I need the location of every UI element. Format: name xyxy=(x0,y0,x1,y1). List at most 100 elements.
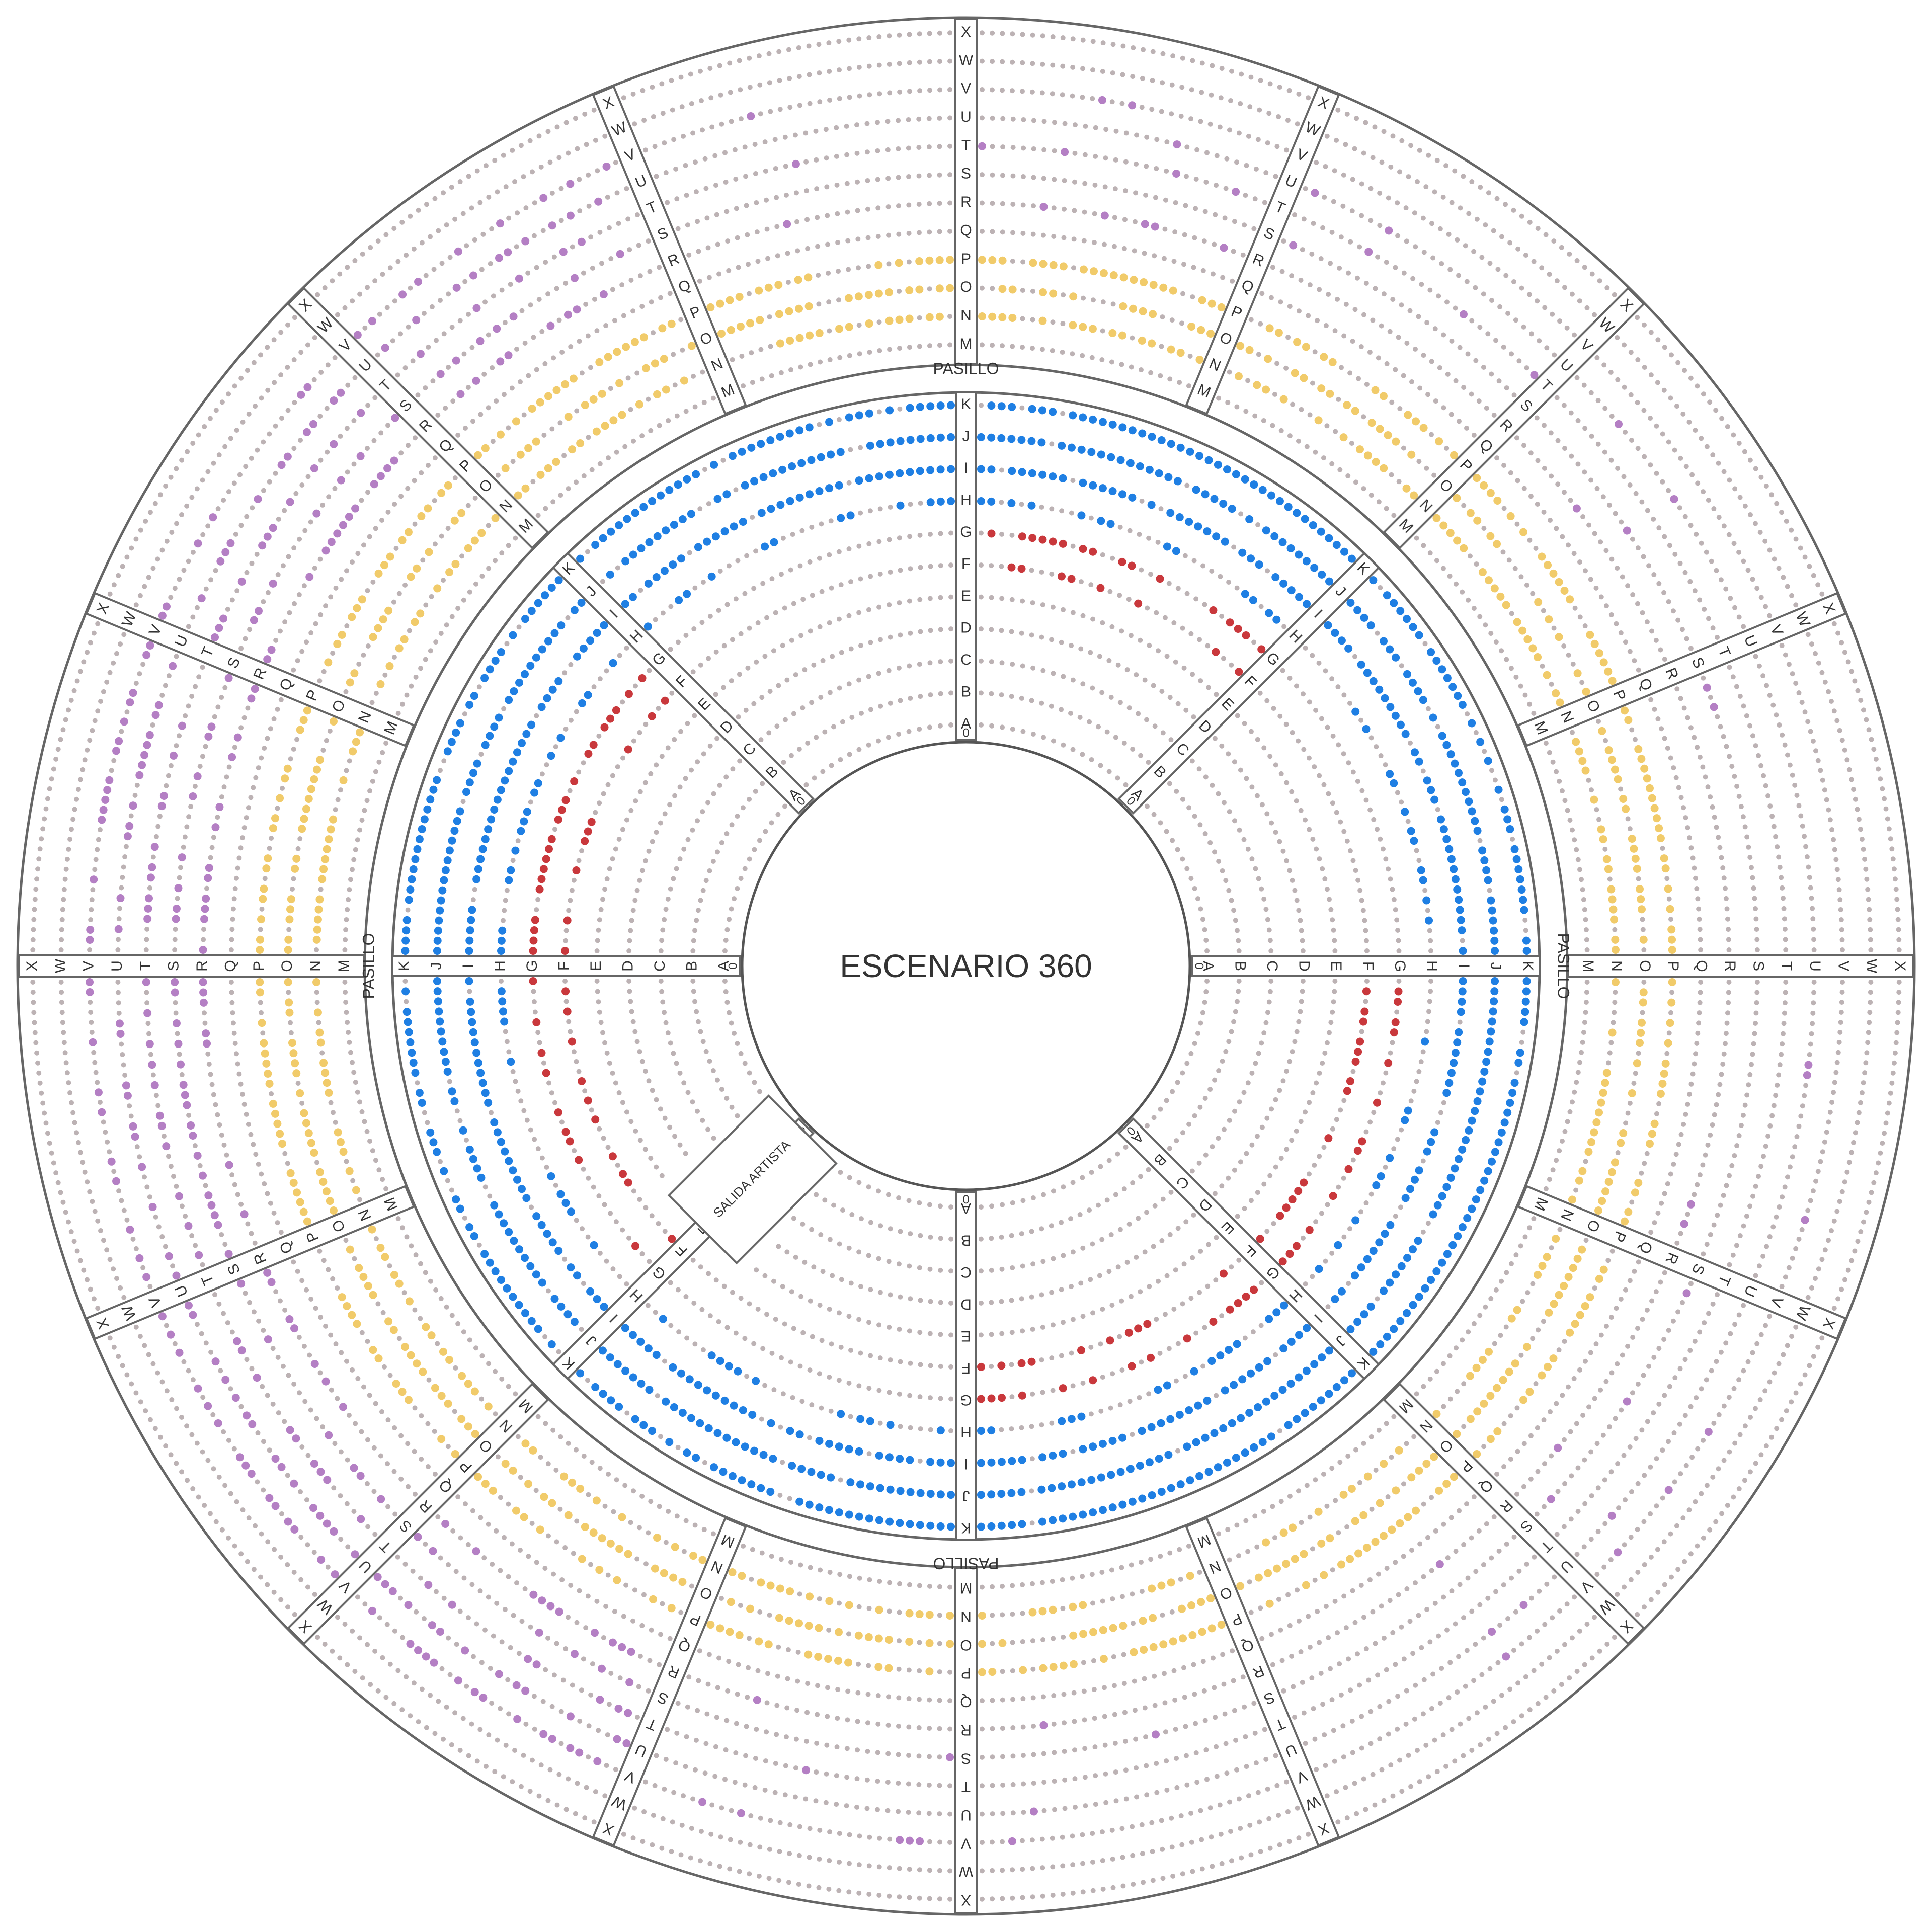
seat[interactable] xyxy=(1301,515,1309,523)
seat[interactable] xyxy=(1238,548,1247,557)
seat[interactable] xyxy=(1219,500,1228,508)
seat[interactable] xyxy=(600,621,608,629)
seat[interactable] xyxy=(408,1049,416,1057)
seat[interactable] xyxy=(1289,1523,1297,1532)
seat[interactable] xyxy=(827,450,835,459)
seat[interactable] xyxy=(1388,1525,1396,1534)
seat[interactable] xyxy=(1670,495,1678,503)
seat[interactable] xyxy=(1549,1354,1558,1363)
seat[interactable] xyxy=(1289,241,1298,250)
seat[interactable] xyxy=(1555,633,1563,641)
seat[interactable] xyxy=(665,1438,674,1446)
seat[interactable] xyxy=(440,1048,448,1056)
seat[interactable] xyxy=(590,1241,598,1249)
seat[interactable] xyxy=(515,1245,524,1254)
seat[interactable] xyxy=(1274,329,1283,337)
seat[interactable] xyxy=(542,855,550,863)
seat[interactable] xyxy=(1390,1325,1398,1333)
seat[interactable] xyxy=(1250,1443,1258,1452)
seat[interactable] xyxy=(1451,1164,1459,1173)
seat[interactable] xyxy=(490,1118,499,1127)
seat[interactable] xyxy=(1383,591,1391,600)
seat[interactable] xyxy=(837,1410,845,1418)
seat[interactable] xyxy=(1648,1130,1656,1138)
seat[interactable] xyxy=(1566,595,1574,604)
seat[interactable] xyxy=(1466,1372,1474,1380)
seat[interactable] xyxy=(1439,825,1448,834)
seat[interactable] xyxy=(1309,521,1317,529)
seat[interactable] xyxy=(484,825,493,834)
seat[interactable] xyxy=(1510,1079,1519,1087)
seat[interactable] xyxy=(1187,1601,1196,1610)
seat[interactable] xyxy=(505,1228,513,1236)
seat[interactable] xyxy=(1403,1309,1411,1317)
seat[interactable] xyxy=(1156,575,1164,583)
seat[interactable] xyxy=(497,648,505,657)
seat[interactable] xyxy=(1173,140,1181,149)
seat[interactable] xyxy=(500,1017,509,1026)
seat[interactable] xyxy=(1049,537,1057,546)
seat[interactable] xyxy=(1295,550,1303,559)
seat[interactable] xyxy=(926,1521,935,1530)
seat[interactable] xyxy=(1381,1230,1389,1238)
seat[interactable] xyxy=(1212,648,1220,656)
seat[interactable] xyxy=(1018,1391,1026,1400)
seat[interactable] xyxy=(1028,405,1036,413)
seat[interactable] xyxy=(1435,1486,1443,1495)
seat[interactable] xyxy=(450,1097,459,1105)
seat[interactable] xyxy=(1409,623,1417,631)
seat[interactable] xyxy=(1460,544,1468,552)
seat[interactable] xyxy=(1522,936,1531,945)
seat[interactable] xyxy=(1128,1497,1137,1506)
seat[interactable] xyxy=(408,875,416,883)
seat[interactable] xyxy=(1493,1427,1502,1436)
seat[interactable] xyxy=(563,916,572,925)
seat[interactable] xyxy=(433,776,441,784)
seat[interactable] xyxy=(1485,1037,1494,1046)
seat[interactable] xyxy=(1008,467,1016,475)
seat[interactable] xyxy=(1609,905,1618,914)
seat[interactable] xyxy=(669,560,677,569)
seat[interactable] xyxy=(1157,1488,1166,1496)
seat[interactable] xyxy=(1282,1203,1291,1212)
seat[interactable] xyxy=(1154,1386,1162,1394)
seat[interactable] xyxy=(1293,1415,1301,1423)
seat[interactable] xyxy=(652,1351,661,1359)
seat[interactable] xyxy=(987,1458,996,1467)
seat[interactable] xyxy=(1397,1262,1406,1270)
seat[interactable] xyxy=(1126,459,1135,467)
seat[interactable] xyxy=(1538,1371,1546,1380)
seat[interactable] xyxy=(465,701,474,709)
seat[interactable] xyxy=(1241,475,1249,484)
seat[interactable] xyxy=(977,1395,985,1403)
seat[interactable] xyxy=(1486,532,1495,540)
seat[interactable] xyxy=(1486,489,1495,497)
seat[interactable] xyxy=(896,1519,904,1527)
seat[interactable] xyxy=(703,1386,711,1395)
seat[interactable] xyxy=(509,1166,517,1175)
seat[interactable] xyxy=(757,1484,765,1492)
seat[interactable] xyxy=(470,692,478,700)
seat[interactable] xyxy=(875,472,883,481)
seat[interactable] xyxy=(1286,544,1295,552)
seat[interactable] xyxy=(720,1396,729,1405)
seat[interactable] xyxy=(1414,1237,1422,1245)
seat[interactable] xyxy=(1059,474,1067,482)
seat[interactable] xyxy=(1445,845,1454,853)
seat[interactable] xyxy=(1272,1308,1281,1317)
seat[interactable] xyxy=(462,788,471,796)
seat[interactable] xyxy=(1442,835,1451,843)
seat[interactable] xyxy=(1408,1245,1417,1254)
seat[interactable] xyxy=(648,497,657,505)
seat[interactable] xyxy=(1236,1582,1245,1590)
seat[interactable] xyxy=(741,1442,749,1451)
seat[interactable] xyxy=(1437,815,1445,824)
seat[interactable] xyxy=(978,142,986,150)
seat[interactable] xyxy=(1425,916,1433,925)
seat[interactable] xyxy=(1059,1450,1067,1458)
seat[interactable] xyxy=(1028,534,1037,542)
seat[interactable] xyxy=(1621,1217,1629,1226)
seat[interactable] xyxy=(1067,1480,1076,1489)
seat[interactable] xyxy=(1686,1200,1695,1209)
seat[interactable] xyxy=(845,413,853,422)
